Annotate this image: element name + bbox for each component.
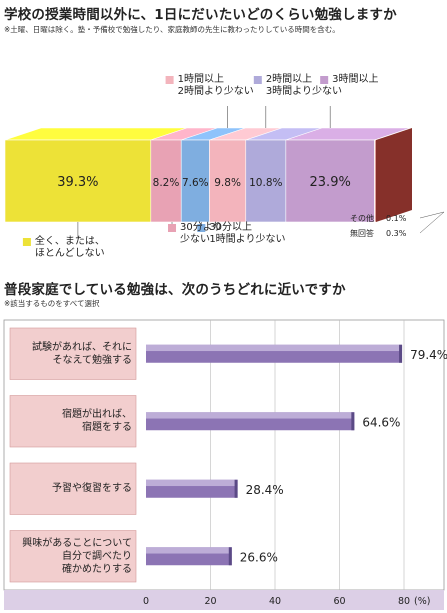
bar-end — [234, 479, 238, 498]
segment-4 — [209, 127, 282, 223]
bar — [146, 547, 232, 566]
chart2-note: ※該当するものをすべて選択 — [4, 299, 100, 308]
segment-value-label: 7.6% — [182, 177, 209, 189]
category-box — [9, 530, 137, 583]
legend-label: 1時間以上 2時間より少ない — [177, 74, 254, 97]
segment-value-label: 8.2% — [153, 177, 180, 189]
x-tick-label: 20 — [204, 596, 216, 607]
minor-legend-label: 無回答 0.3% — [350, 228, 406, 239]
chart1-title: 学校の授業時間以外に、1日にだいたいどのくらい勉強しますか — [4, 7, 397, 23]
segment-value-label: 23.9% — [310, 175, 351, 190]
minor-legend-label: その他 0.1% — [350, 213, 406, 224]
bar-value-label: 26.6% — [240, 550, 278, 564]
segment-6 — [285, 127, 411, 223]
minor-legend-value: 0.3% — [386, 229, 407, 238]
legend-label: 30分より 少ない — [180, 222, 223, 245]
segment-front-face — [245, 139, 287, 223]
segment-value-label: 9.8% — [214, 177, 241, 189]
bar-highlight — [146, 479, 238, 487]
category-label: 試験があれば、それに そなえて勉強する — [32, 341, 132, 366]
segment-front-face — [285, 139, 375, 223]
segment-5 — [245, 127, 322, 223]
legend-label: 2時間以上 3時間より少ない — [265, 74, 342, 97]
bar — [146, 344, 403, 363]
bar — [146, 412, 355, 431]
legend-swatch — [253, 76, 262, 84]
bar-highlight — [146, 547, 232, 554]
category-label: 予習や復習をする — [52, 483, 132, 495]
x-tick-label: 0 — [143, 596, 149, 607]
minor-leader-line — [419, 211, 445, 219]
legend-swatch — [320, 76, 329, 84]
bar-highlight — [146, 412, 355, 419]
category-box — [9, 462, 137, 515]
legend-swatch — [22, 238, 31, 246]
segment-front-face — [150, 139, 182, 223]
bar-value-label: 28.4% — [246, 483, 284, 497]
category-box — [9, 395, 137, 448]
segment-value-label: 10.8% — [249, 177, 282, 189]
legend-label: 全く、または、 ほとんどしない — [34, 236, 105, 259]
bar-value-label: 64.6% — [362, 415, 400, 429]
bar-highlight — [146, 344, 403, 352]
category-label: 興味があることについて 自分で調べたり 確かめたりする — [22, 537, 132, 575]
minor-legend-name: その他 — [350, 214, 374, 223]
chart2-title: 普段家庭でしている勉強は、次のうちどれに近いですか — [4, 282, 346, 298]
legend-label: 30分以上 1時間より少ない — [209, 222, 286, 245]
segment-front-face — [4, 139, 152, 223]
x-tick-label: 60 — [333, 596, 345, 607]
bar-end — [399, 344, 403, 363]
legend-label: 3時間以上 — [332, 74, 379, 85]
minor-leader-line — [419, 211, 445, 234]
legend-swatch — [168, 224, 177, 232]
segment-1 — [4, 127, 187, 223]
chart1-stacked-bar: 39.3% 8.2% 7.6% 9.8% 10.8% 23.9% — [4, 76, 445, 246]
x-tick-label: 40 — [269, 596, 281, 607]
bar-end — [228, 547, 232, 566]
chart1-note: ※土曜、日曜は除く。塾・予備校で勉強したり、家庭教師の先生に教わったりしている時… — [4, 25, 340, 34]
bar — [146, 479, 238, 498]
bar-value-label: 79.4% — [410, 348, 447, 362]
legend-swatch — [197, 224, 206, 232]
minor-legend-value: 0.1% — [386, 214, 407, 223]
minor-legend-name: 無回答 — [350, 229, 374, 238]
segment-front-face — [209, 139, 247, 223]
category-label: 宿題が出れば、 宿題をする — [62, 409, 132, 434]
bar-end — [351, 412, 355, 431]
x-axis-band — [4, 590, 444, 610]
x-unit-label: (%) — [414, 596, 430, 607]
bar-side-face — [376, 128, 412, 222]
category-box — [9, 327, 137, 380]
segment-value-label: 39.3% — [57, 175, 98, 190]
legend-swatch — [165, 76, 174, 84]
x-tick-label: 80 — [398, 596, 410, 607]
